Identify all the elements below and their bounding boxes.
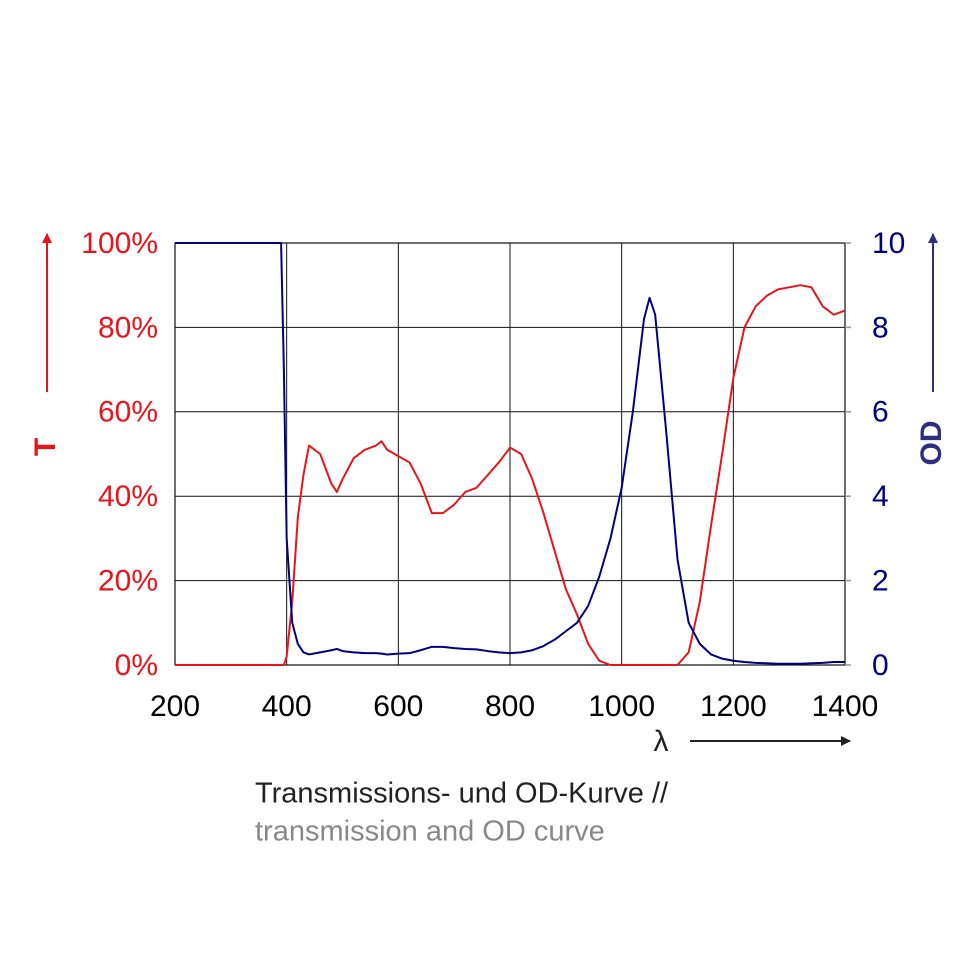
y-tick-label: 100% — [81, 227, 158, 260]
y-tick-label: 0% — [115, 649, 158, 682]
x-tick-label: 400 — [262, 690, 312, 723]
series-line — [175, 242, 845, 665]
x-tick-label: 600 — [373, 690, 423, 723]
x-tick-label: 800 — [485, 690, 535, 723]
y2-tick-label: 2 — [872, 565, 889, 598]
y-tick-label: 40% — [98, 480, 158, 513]
y2-tick-label: 0 — [872, 649, 889, 682]
y2-axis-label: OD — [915, 421, 948, 466]
y-tick-label: 20% — [98, 565, 158, 598]
x-tick-label: 200 — [150, 690, 200, 723]
y2-tick-label: 8 — [872, 311, 889, 344]
y-tick-label: 60% — [98, 396, 158, 429]
series-line — [175, 284, 846, 666]
y2-tick-label: 10 — [872, 227, 905, 260]
x-tick-label: 1400 — [812, 690, 879, 723]
caption: Transmissions- und OD-Kurve // — [255, 778, 669, 810]
y2-tick-label: 6 — [872, 396, 889, 429]
x-tick-label: 1200 — [700, 690, 767, 723]
y-axis-label: T — [29, 438, 62, 456]
y-tick-label: 80% — [98, 311, 158, 344]
y2-tick-label: 4 — [872, 480, 889, 513]
x-tick-label: 1000 — [588, 690, 655, 723]
x-axis-label: λ — [654, 725, 669, 758]
caption: transmission and OD curve — [255, 816, 605, 848]
